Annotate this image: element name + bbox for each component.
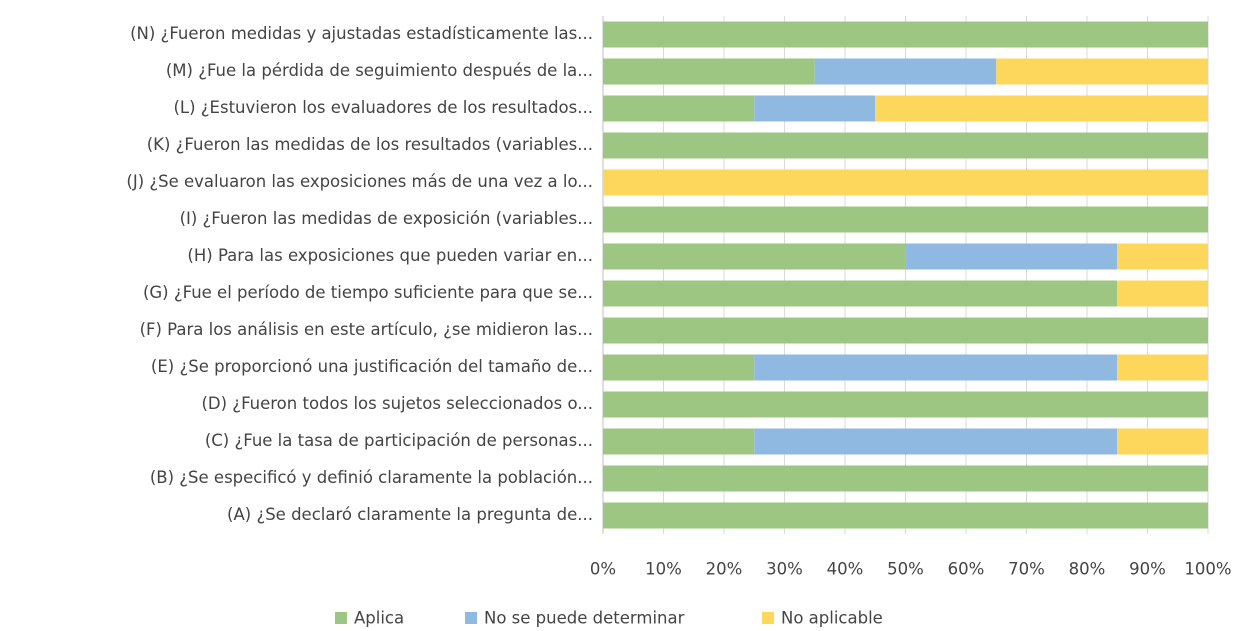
- x-tick-label: 50%: [887, 560, 924, 579]
- y-tick-label: (F) Para los análisis en este artículo, …: [140, 320, 593, 339]
- bar-segment: [996, 58, 1208, 85]
- x-tick-label: 80%: [1069, 560, 1106, 579]
- y-tick-label: (G) ¿Fue el período de tiempo suficiente…: [143, 283, 593, 302]
- x-tick-label: 20%: [706, 560, 743, 579]
- legend-swatch: [465, 612, 477, 624]
- legend-label: No se puede determinar: [484, 609, 685, 628]
- y-tick-label: (B) ¿Se especificó y definió claramente …: [150, 468, 593, 487]
- legend-swatch: [335, 612, 347, 624]
- bar-segment: [603, 58, 815, 85]
- x-tick-label: 0%: [590, 560, 616, 579]
- bar-segment: [603, 502, 1208, 529]
- bar-segment: [905, 243, 1118, 270]
- bar-segment: [603, 354, 755, 381]
- bar-segment: [603, 132, 1208, 159]
- bar-segment: [814, 58, 997, 85]
- bar-segment: [1117, 428, 1208, 455]
- bar-segment: [754, 95, 876, 122]
- bar-segment: [603, 428, 755, 455]
- bar-segment: [603, 391, 1208, 418]
- legend-swatch: [762, 612, 774, 624]
- bar-segment: [603, 206, 1208, 233]
- x-tick-label: 60%: [948, 560, 985, 579]
- x-tick-label: 10%: [645, 560, 682, 579]
- legend-label: Aplica: [354, 609, 404, 628]
- y-tick-label: (I) ¿Fueron las medidas de exposición (v…: [180, 209, 593, 228]
- x-tick-label: 30%: [766, 560, 803, 579]
- bar-segment: [754, 428, 1118, 455]
- bar-segment: [875, 95, 1208, 122]
- bar-segment: [1117, 354, 1208, 381]
- bar-segment: [1117, 243, 1208, 270]
- bar-segment: [603, 243, 906, 270]
- y-tick-label: (K) ¿Fueron las medidas de los resultado…: [147, 135, 593, 154]
- y-tick-label: (H) Para las exposiciones que pueden var…: [187, 246, 593, 265]
- y-tick-label: (C) ¿Fue la tasa de participación de per…: [205, 431, 593, 450]
- bar-segment: [603, 95, 755, 122]
- bar-segment: [754, 354, 1118, 381]
- y-tick-label: (N) ¿Fueron medidas y ajustadas estadíst…: [130, 24, 593, 43]
- bar-segment: [1117, 280, 1208, 307]
- y-tick-label: (M) ¿Fue la pérdida de seguimiento despu…: [166, 61, 593, 80]
- bar-segment: [603, 280, 1118, 307]
- y-tick-label: (J) ¿Se evaluaron las exposiciones más d…: [126, 172, 593, 191]
- y-tick-label: (A) ¿Se declaró claramente la pregunta d…: [227, 505, 593, 524]
- bar-segment: [603, 465, 1208, 492]
- x-tick-label: 40%: [827, 560, 864, 579]
- bar-segment: [603, 21, 1208, 48]
- x-tick-label: 90%: [1129, 560, 1166, 579]
- bar-segment: [603, 169, 1208, 196]
- legend-label: No aplicable: [781, 609, 883, 628]
- y-tick-label: (L) ¿Estuvieron los evaluadores de los r…: [173, 98, 593, 117]
- y-tick-label: (E) ¿Se proporcionó una justificación de…: [151, 357, 593, 376]
- x-tick-label: 70%: [1008, 560, 1045, 579]
- y-tick-label: (D) ¿Fueron todos los sujetos selecciona…: [201, 394, 593, 413]
- x-tick-label: 100%: [1184, 560, 1231, 579]
- bar-segment: [603, 317, 1208, 344]
